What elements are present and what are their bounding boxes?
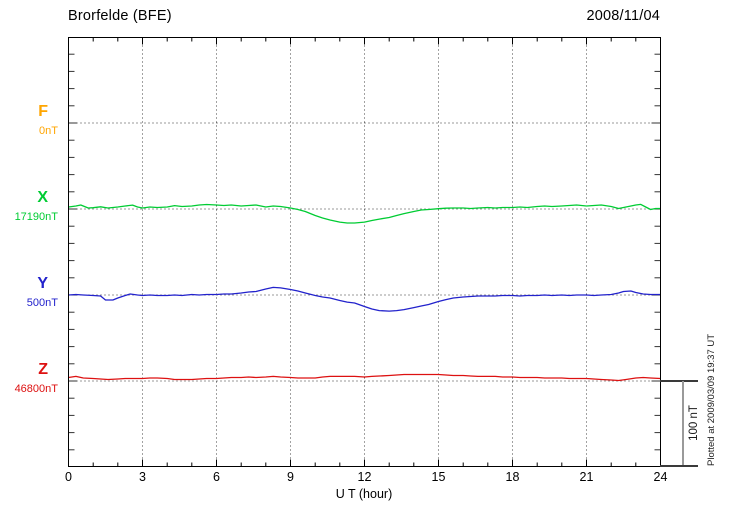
x-tick-label-21: 21 <box>579 470 594 484</box>
plot-frame <box>68 37 661 467</box>
component-letter-X: X <box>37 189 48 206</box>
x-tick-label-18: 18 <box>505 470 520 484</box>
x-tick-label-3: 3 <box>139 470 146 484</box>
component-baseline-value-X: 17190nT <box>14 211 58 223</box>
component-letter-Y: Y <box>37 275 48 292</box>
component-baseline-value-F: 0nT <box>39 125 58 137</box>
X-trace <box>68 203 661 224</box>
Y-trace <box>68 286 661 312</box>
component-letter-F: F <box>38 103 48 120</box>
plot-timestamp: Plotted at 2009/03/09 19:37 UT <box>706 333 717 466</box>
Z-trace <box>68 373 661 382</box>
station-title: Brorfelde (BFE) <box>68 8 172 24</box>
x-tick-label-24: 24 <box>653 470 668 484</box>
component-baseline-value-Y: 500nT <box>26 297 58 309</box>
x-tick-label-12: 12 <box>357 470 372 484</box>
x-tick-label-0: 0 <box>65 470 72 484</box>
plot-date: 2008/11/04 <box>586 8 660 24</box>
component-letter-Z: Z <box>38 361 48 378</box>
component-baseline-value-Z: 46800nT <box>14 383 58 395</box>
x-tick-label-6: 6 <box>213 470 220 484</box>
magnetogram-plot <box>68 37 661 467</box>
scale-bar-bottom-cap <box>660 465 698 467</box>
scale-bar-label: 100 nT <box>688 405 700 441</box>
x-tick-label-15: 15 <box>431 470 446 484</box>
scale-bar-top-cap <box>660 380 698 382</box>
scale-bar <box>682 381 684 466</box>
x-axis-title: U T (hour) <box>335 487 393 501</box>
x-tick-label-9: 9 <box>287 470 294 484</box>
